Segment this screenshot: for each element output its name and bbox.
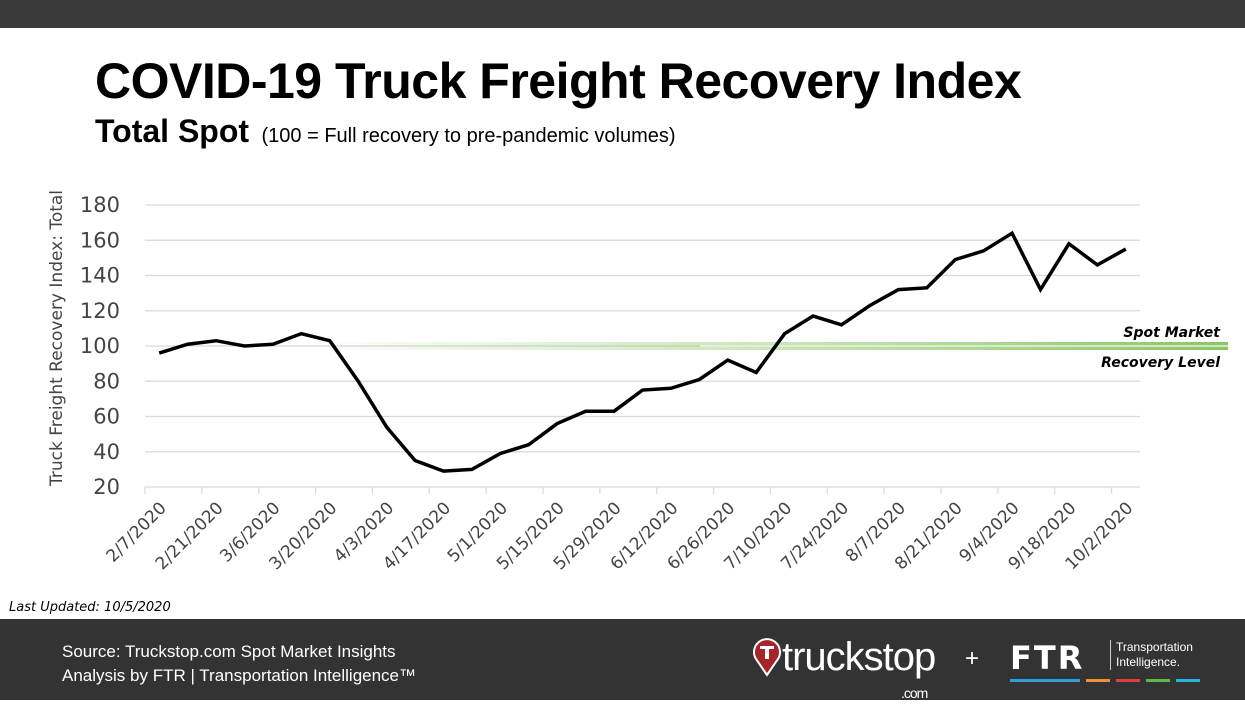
last-updated: Last Updated: 10/5/2020 bbox=[9, 600, 171, 615]
truckstop-com: .com bbox=[901, 673, 927, 713]
ftr-wordmark: FTR bbox=[1010, 639, 1084, 677]
y-tick-label: 180 bbox=[80, 193, 120, 217]
footer: Source: Truckstop.com Spot Market Insigh… bbox=[0, 619, 1245, 700]
ftr-color-bar bbox=[1010, 679, 1080, 682]
ftr-logo: FTR Transportation Intelligence. bbox=[1010, 639, 1084, 677]
y-tick-label: 140 bbox=[80, 264, 120, 288]
series-line bbox=[159, 233, 1126, 471]
source-line-2: Analysis by FTR | Transportation Intelli… bbox=[62, 664, 416, 688]
ftr-color-bar bbox=[1086, 679, 1110, 682]
ftr-color-bar bbox=[1176, 679, 1200, 682]
ftr-color-bars bbox=[1010, 679, 1200, 682]
y-tick-label: 160 bbox=[80, 228, 120, 252]
ftr-tagline: Transportation Intelligence. bbox=[1110, 640, 1193, 670]
y-tick-label: 40 bbox=[93, 440, 120, 464]
y-tick-label: 100 bbox=[80, 334, 120, 358]
y-tick-label: 80 bbox=[93, 369, 120, 393]
ftr-tag-1: Transportation bbox=[1116, 640, 1193, 655]
truckstop-logo: truckstop.com bbox=[752, 637, 935, 677]
y-tick-label: 20 bbox=[93, 475, 120, 499]
truckstop-pin-icon bbox=[752, 637, 782, 677]
reference-label-1: Spot Market bbox=[1123, 325, 1221, 341]
line-chart: 2/7/20202/21/20203/6/20203/20/20204/3/20… bbox=[0, 0, 1245, 600]
y-tick-label: 120 bbox=[80, 299, 120, 323]
source-line-1: Source: Truckstop.com Spot Market Insigh… bbox=[62, 640, 416, 664]
source-text: Source: Truckstop.com Spot Market Insigh… bbox=[62, 640, 416, 688]
y-axis-label: Truck Freight Recovery Index: Total bbox=[47, 190, 67, 487]
plus-sign: + bbox=[965, 645, 979, 673]
ftr-tag-2: Intelligence. bbox=[1116, 655, 1193, 670]
ftr-color-bar bbox=[1116, 679, 1140, 682]
reference-label-2: Recovery Level bbox=[1101, 355, 1220, 371]
ftr-color-bar bbox=[1146, 679, 1170, 682]
y-tick-label: 60 bbox=[93, 405, 120, 429]
